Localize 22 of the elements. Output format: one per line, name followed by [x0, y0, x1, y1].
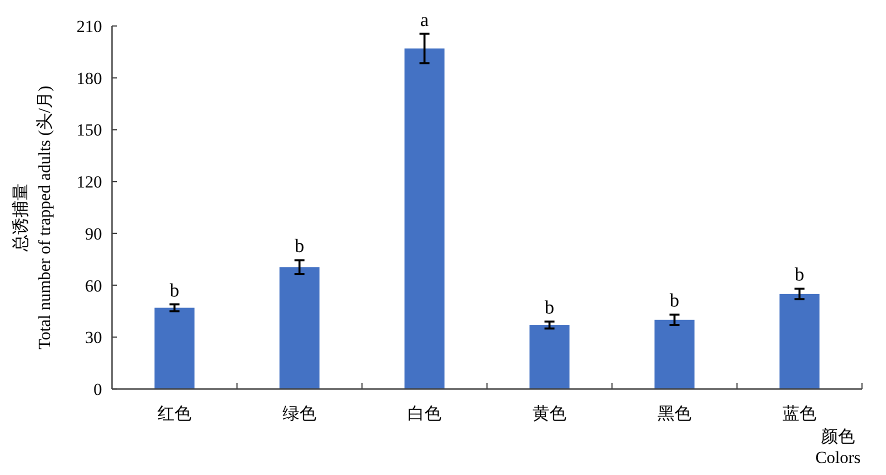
y-tick-label: 150: [76, 120, 102, 140]
x-tick-label: 黄色: [532, 404, 566, 423]
x-axis-title: 颜色 Colors: [815, 427, 861, 467]
y-tick-label: 60: [85, 276, 102, 296]
y-axis-title: 总诱捕量 Total number of trapped adults (头/月): [11, 86, 54, 350]
y-tick-label: 180: [76, 68, 102, 88]
annotation: b: [294, 236, 304, 258]
annotation: b: [670, 290, 680, 312]
annotation: b: [170, 280, 180, 302]
x-tick-label: 绿色: [282, 404, 316, 423]
x-tick-label: 黑色: [658, 404, 692, 423]
x-tick-label: 白色: [408, 404, 442, 423]
y-tick-label: 210: [76, 17, 102, 36]
y-tick-label: 120: [76, 172, 102, 192]
y-tick-label: 30: [85, 328, 102, 348]
annotation: b: [794, 264, 804, 286]
annotation: b: [544, 298, 554, 319]
x-tick-label: 蓝色: [782, 404, 816, 423]
annotation: a: [420, 10, 430, 31]
y-tick-label: 0: [94, 380, 102, 399]
x-tick-label: 红色: [158, 404, 192, 423]
y-tick-label: 90: [85, 224, 102, 244]
